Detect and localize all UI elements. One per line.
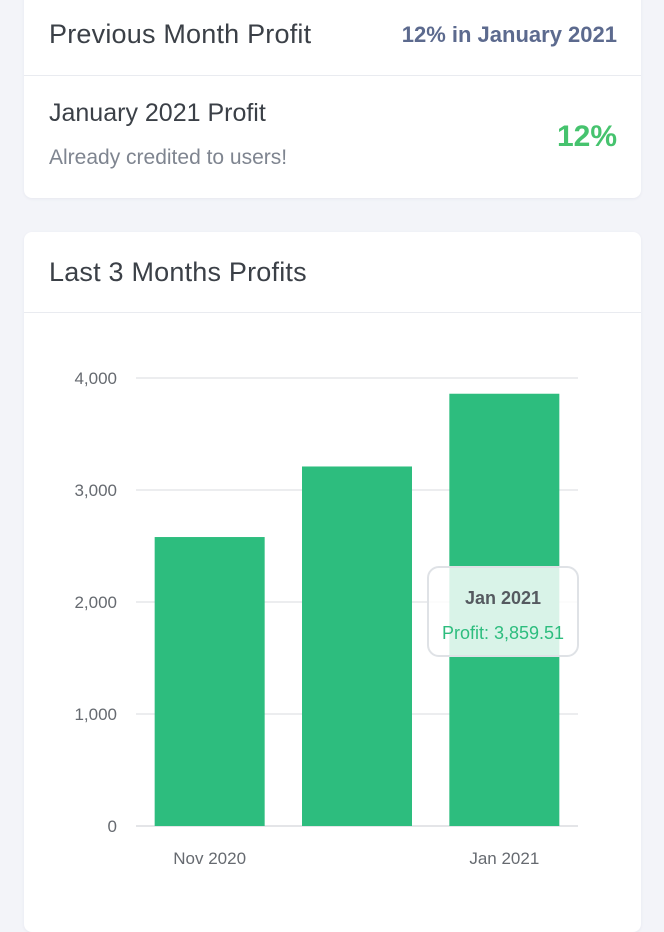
chart-tooltip: Jan 2021 Profit: 3,859.51 (427, 566, 579, 657)
previous-month-profit-card: Previous Month Profit 12% in January 202… (24, 0, 641, 198)
card-title: Last 3 Months Profits (49, 257, 307, 287)
profit-summary: 12% in January 2021 (401, 22, 617, 47)
profit-row-title: January 2021 Profit (49, 99, 266, 127)
card-header: Last 3 Months Profits (24, 232, 641, 313)
card-header: Previous Month Profit 12% in January 202… (24, 0, 641, 76)
x-tick-label: Nov 2020 (173, 849, 246, 868)
profit-percent: 12% (556, 120, 617, 153)
profit-row-subtitle: Already credited to users! (49, 146, 288, 169)
y-tick-label: 0 (108, 817, 117, 836)
y-tick-label: 4,000 (74, 369, 117, 388)
tooltip-value: Profit: 3,859.51 (441, 623, 565, 643)
profit-bar-chart: 0 1,000 2,000 3,000 4,000 Nov 2020 Jan 2021 (74, 369, 578, 868)
tooltip-title: Jan 2021 (464, 588, 542, 608)
bar-nov-2020[interactable] (154, 537, 265, 826)
bar-dec-2020[interactable] (302, 466, 412, 826)
card-title: Previous Month Profit (49, 19, 312, 49)
y-tick-label: 1,000 (74, 705, 117, 724)
y-tick-label: 2,000 (74, 593, 117, 612)
x-tick-label: Jan 2021 (469, 849, 539, 868)
y-tick-label: 3,000 (74, 481, 117, 500)
